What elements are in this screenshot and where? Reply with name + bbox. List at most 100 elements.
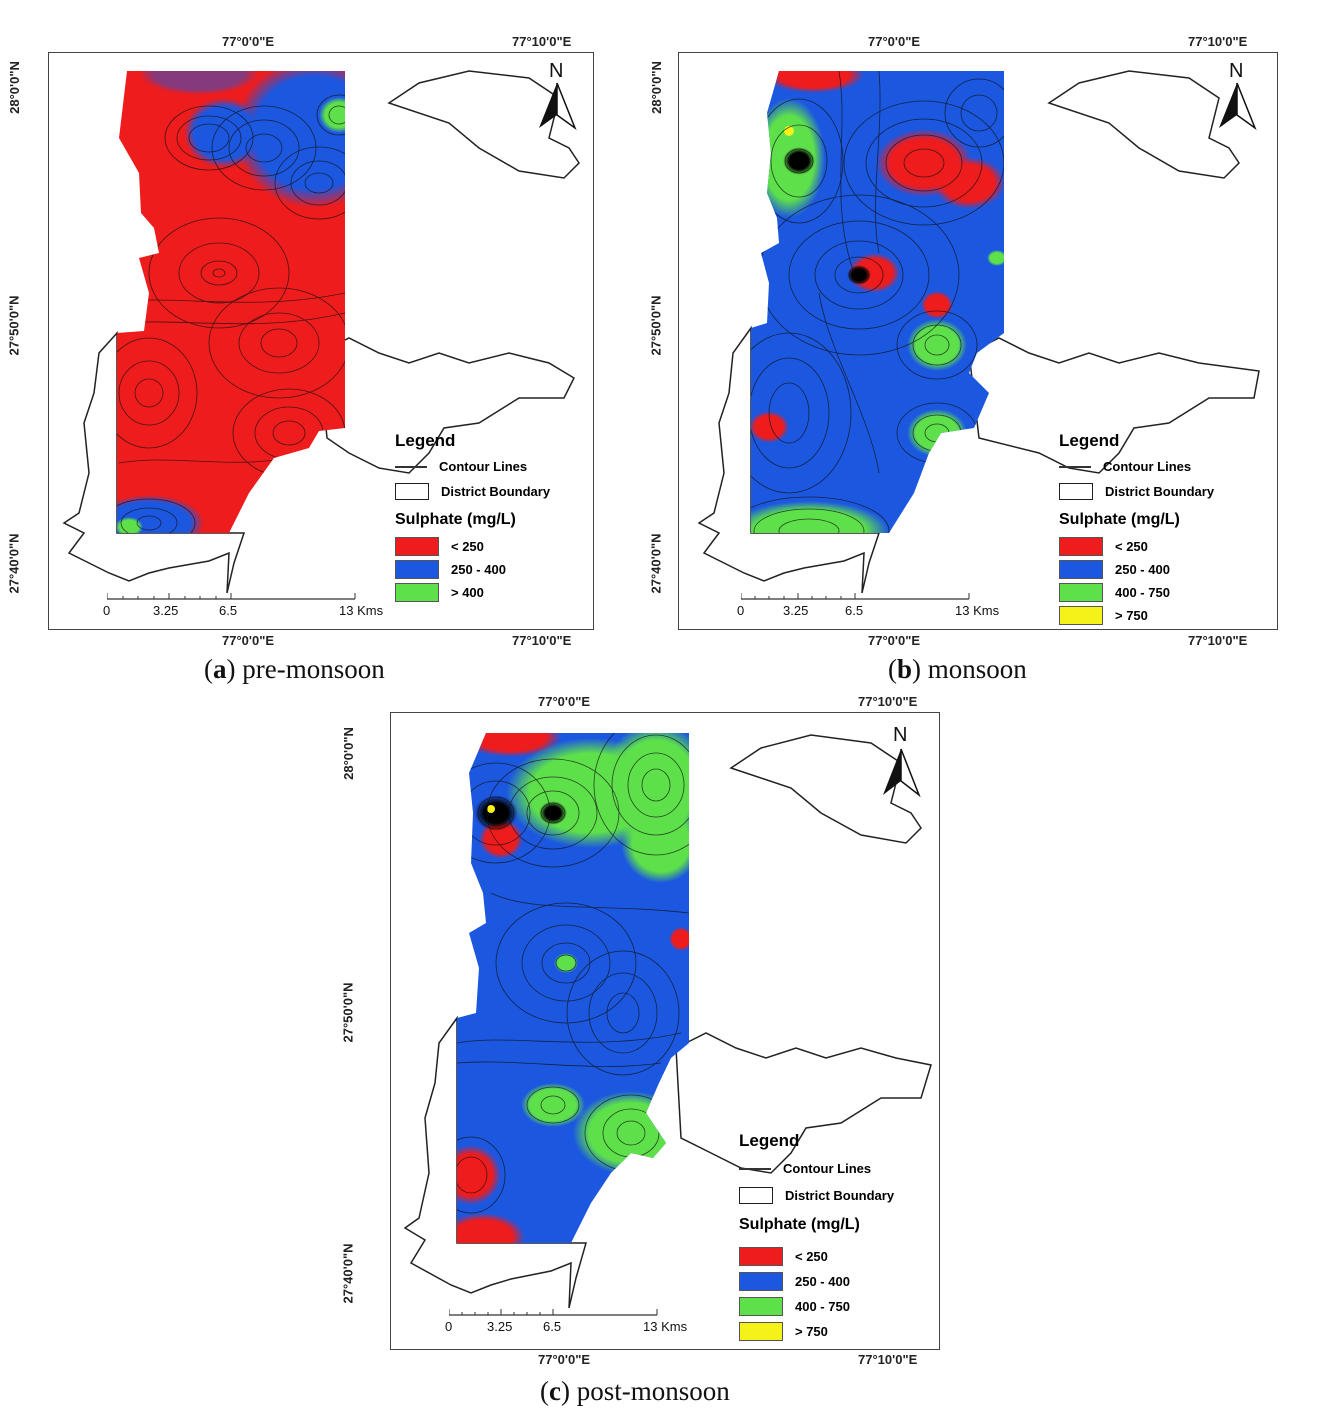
north-arrow-icon <box>1219 82 1257 131</box>
class-label: 250 - 400 <box>795 1274 850 1289</box>
legend-boundary-label: District Boundary <box>785 1188 895 1203</box>
district-boundary <box>62 331 246 594</box>
lon-label-bottom-right: 77°10'0"E <box>858 1352 918 1367</box>
north-label: N <box>893 724 907 746</box>
lon-label-top-right: 77°10'0"E <box>858 694 918 709</box>
class-label: < 250 <box>451 539 484 554</box>
legend-title: Legend <box>739 1131 800 1150</box>
scale-bar: 0 3.25 6.5 13 Kms <box>445 1309 709 1339</box>
legend-contour-row: Contour Lines <box>739 1161 871 1176</box>
boundary-swatch <box>1059 483 1093 500</box>
lat-label-2750-left: 27°50'0"N <box>6 295 22 356</box>
scale-label-0: 0 <box>103 603 111 618</box>
legend-boundary-row: District Boundary <box>395 483 550 500</box>
lat-label-2740-left: 27°40'0"N <box>648 533 664 594</box>
class-swatch <box>395 560 439 579</box>
lon-label-bottom-left: 77°0'0"E <box>868 633 921 648</box>
scale-bar: 0 3.25 6.5 13 Kms <box>737 593 1001 623</box>
class-label: > 750 <box>1115 608 1148 623</box>
scale-label-325: 3.25 <box>783 603 809 618</box>
boundary-swatch <box>739 1187 773 1204</box>
contour-line-swatch <box>739 1167 771 1170</box>
class-swatch <box>1059 560 1103 579</box>
legend-boundary-row: District Boundary <box>739 1187 894 1204</box>
map-frame-a: N Legend Contour Lines District Boundary… <box>48 52 594 630</box>
north-arrow-icon <box>883 748 921 798</box>
scale-label-13: 13 Kms <box>643 1319 688 1334</box>
north-label: N <box>1229 60 1243 82</box>
legend-title: Legend <box>395 431 456 450</box>
scale-label-0: 0 <box>737 603 745 618</box>
legend-contour-label: Contour Lines <box>439 459 528 474</box>
class-swatch <box>739 1247 783 1266</box>
lon-label-bottom-left: 77°0'0"E <box>222 633 275 648</box>
lat-label-2750-left: 27°50'0"N <box>340 982 356 1043</box>
map-canvas-a: N <box>62 60 580 594</box>
contour-lines <box>751 71 1004 533</box>
class-swatch <box>739 1272 783 1291</box>
north-label: N <box>549 60 563 82</box>
map-canvas-b: N <box>697 60 1260 594</box>
legend-class-row: 400 - 750 <box>1059 583 1170 602</box>
lat-label-2750-left: 27°50'0"N <box>648 295 664 356</box>
legend-class-row: < 250 <box>1059 537 1148 556</box>
map-frame-b: N Legend Contour Lines District Boundary… <box>678 52 1278 630</box>
class-swatch <box>739 1297 783 1316</box>
district-boundary <box>729 734 922 844</box>
class-label: 250 - 400 <box>451 562 506 577</box>
lat-label-28-left: 28°0'0"N <box>648 61 664 114</box>
district-boundary <box>1047 70 1240 179</box>
lat-label-28-left: 28°0'0"N <box>340 727 356 780</box>
class-swatch <box>1059 537 1103 556</box>
lon-label-top-right: 77°10'0"E <box>1188 34 1248 49</box>
class-label: > 400 <box>451 585 484 600</box>
legend-class-row: < 250 <box>395 537 484 556</box>
lat-label-2740-left: 27°40'0"N <box>340 1243 356 1304</box>
lon-label-bottom-right: 77°10'0"E <box>512 633 572 648</box>
class-label: 400 - 750 <box>1115 585 1170 600</box>
legend-class-row: 250 - 400 <box>395 560 506 579</box>
legend-class-row: 250 - 400 <box>1059 560 1170 579</box>
lon-label-top-right: 77°10'0"E <box>512 34 572 49</box>
map-canvas-c: N <box>403 724 932 1309</box>
class-label: < 250 <box>795 1249 828 1264</box>
class-label: > 750 <box>795 1324 828 1339</box>
scale-label-325: 3.25 <box>153 603 179 618</box>
legend-class-row: > 400 <box>395 583 484 602</box>
scale-label-13: 13 Kms <box>955 603 1000 618</box>
legend-contour-row: Contour Lines <box>395 459 527 474</box>
scale-label-325: 3.25 <box>487 1319 513 1334</box>
legend-param-title: Sulphate (mg/L) <box>395 511 516 528</box>
scale-label-65: 6.5 <box>543 1319 562 1334</box>
legend-class-row: < 250 <box>739 1247 828 1266</box>
contour-lines <box>457 733 689 1214</box>
legend-contour-label: Contour Lines <box>1103 459 1192 474</box>
scale-bar: 0 3.25 6.5 13 Kms <box>103 593 383 623</box>
district-boundary <box>968 337 1260 474</box>
lat-label-2740-left: 27°40'0"N <box>6 533 22 594</box>
north-arrow-icon <box>539 82 577 131</box>
legend-contour-row: Contour Lines <box>1059 459 1191 474</box>
legend-class-row: > 750 <box>739 1322 828 1341</box>
district-boundary <box>387 70 580 179</box>
class-swatch <box>395 537 439 556</box>
lon-label-top-left: 77°0'0"E <box>222 34 275 49</box>
caption-c: (c) post-monsoon <box>540 1376 730 1406</box>
scale-label-0: 0 <box>445 1319 453 1334</box>
caption-b: (b) monsoon <box>888 654 1027 684</box>
lon-label-bottom-right: 77°10'0"E <box>1188 633 1248 648</box>
lon-label-top-left: 77°0'0"E <box>538 694 591 709</box>
district-boundary <box>697 325 881 594</box>
legend-boundary-row: District Boundary <box>1059 483 1214 500</box>
legend-class-row: > 750 <box>1059 606 1148 625</box>
contour-line-swatch <box>1059 465 1091 468</box>
scale-label-65: 6.5 <box>845 603 864 618</box>
boundary-swatch <box>395 483 429 500</box>
class-label: < 250 <box>1115 539 1148 554</box>
district-boundary <box>318 337 575 474</box>
class-swatch <box>395 583 439 602</box>
legend-class-row: 250 - 400 <box>739 1272 850 1291</box>
class-swatch <box>739 1322 783 1341</box>
class-swatch <box>1059 606 1103 625</box>
lon-label-top-left: 77°0'0"E <box>868 34 921 49</box>
